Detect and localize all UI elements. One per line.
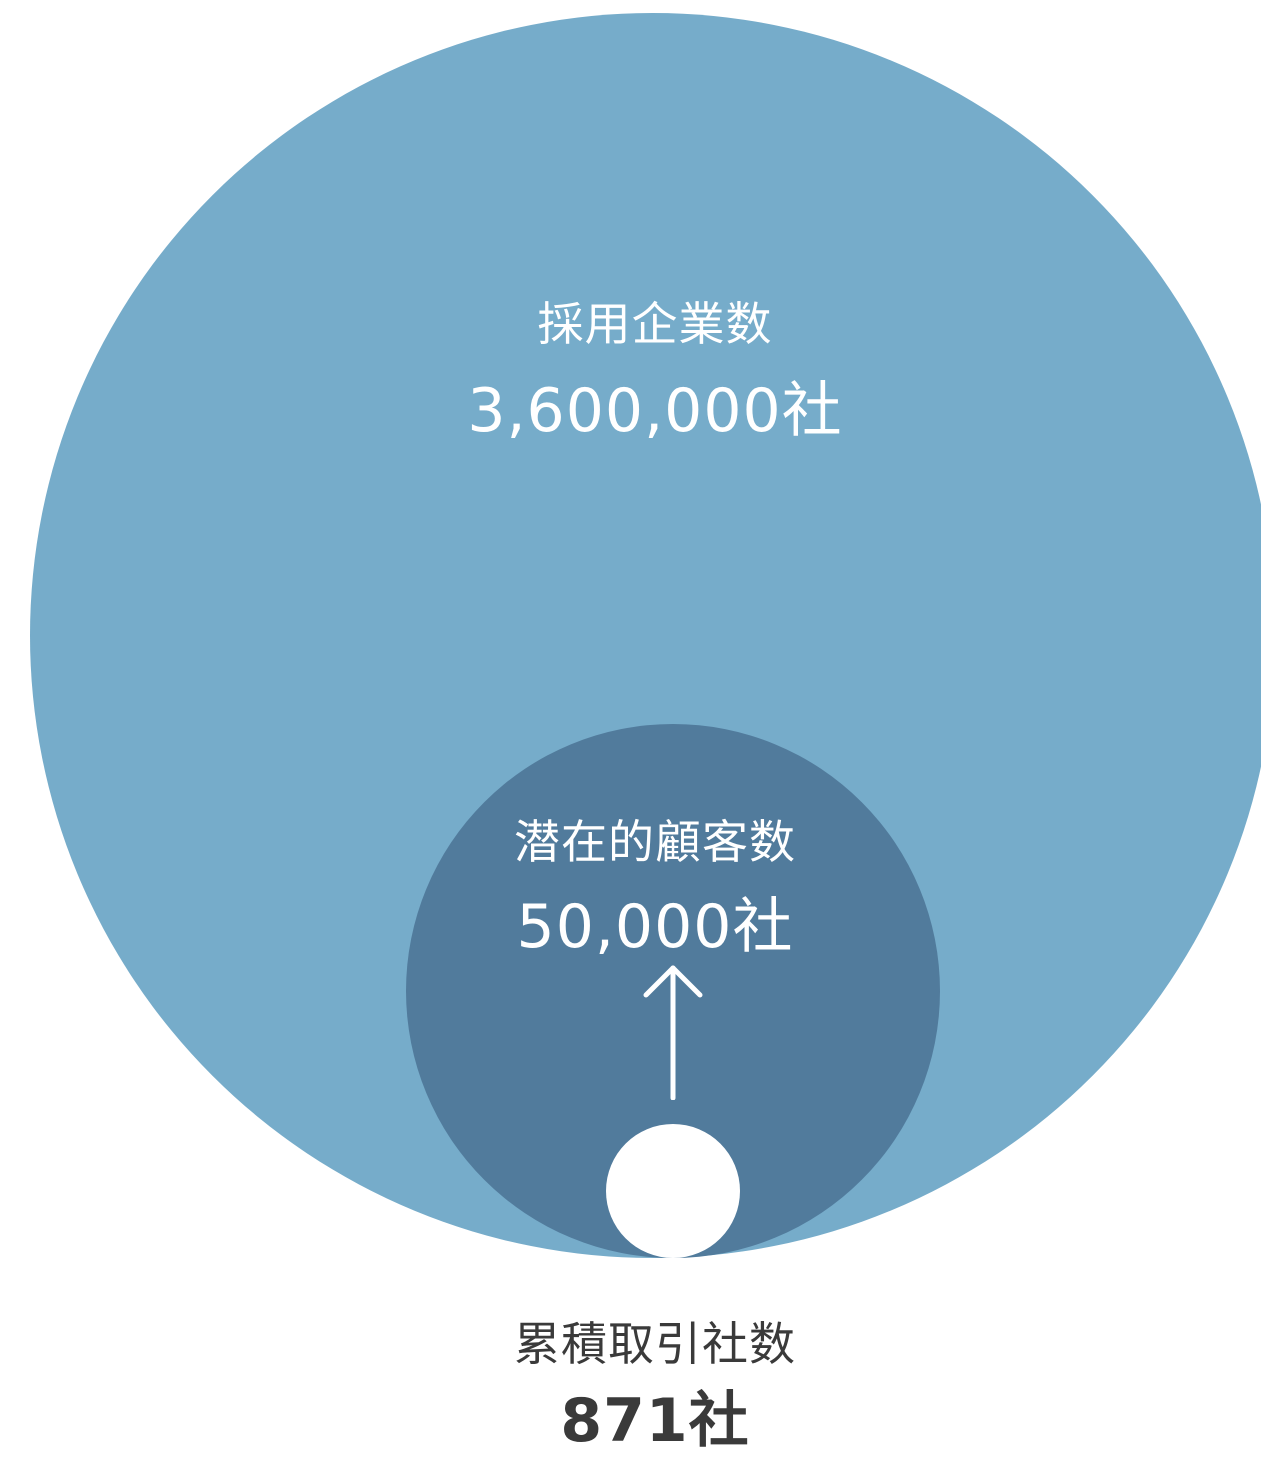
adopting-companies-value: 3,600,000社 [467, 376, 843, 446]
arrow-up-icon [643, 965, 703, 1100]
potential-customers-title: 潜在的顧客数 [514, 815, 796, 869]
cumulative-clients-title: 累積取引社数 [514, 1317, 796, 1371]
potential-customers-value: 50,000社 [516, 892, 794, 962]
cumulative-clients-circle [606, 1124, 740, 1258]
adopting-companies-title: 採用企業数 [537, 297, 773, 351]
cumulative-clients-value: 871社 [560, 1386, 750, 1456]
